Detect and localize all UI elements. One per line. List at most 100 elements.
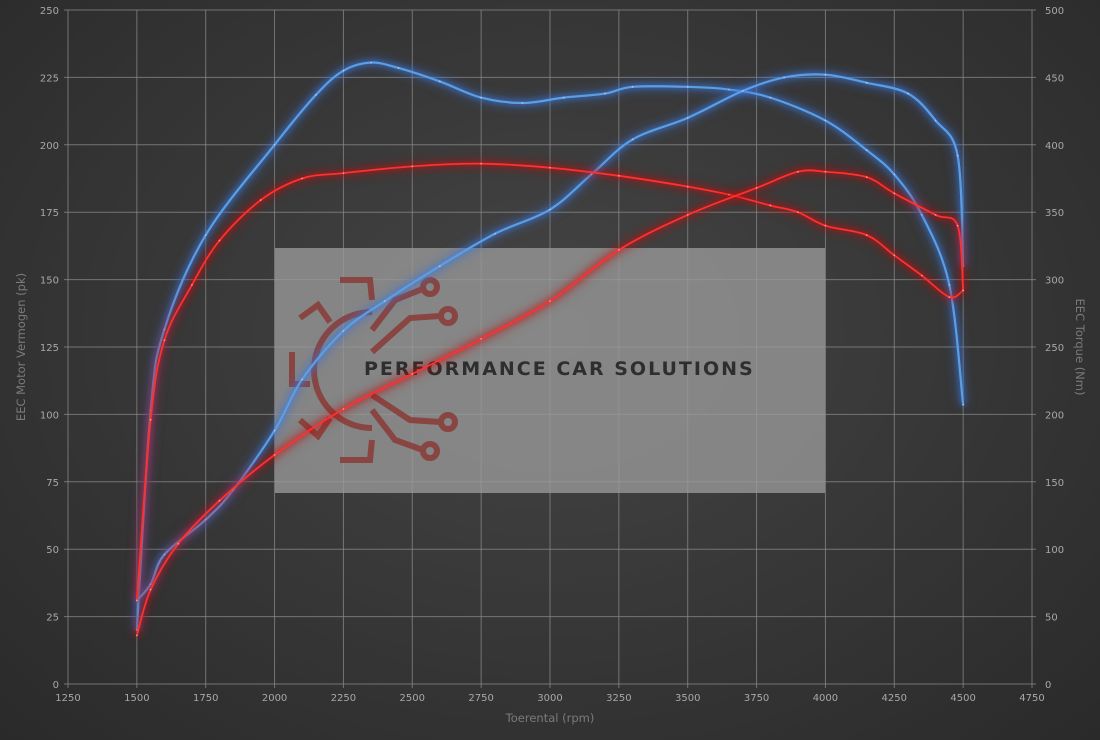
data-point — [163, 328, 166, 331]
data-point — [163, 339, 166, 342]
data-point — [617, 249, 620, 251]
data-point — [865, 234, 868, 237]
data-point — [934, 213, 937, 216]
data-point — [494, 232, 496, 235]
data-point — [604, 92, 606, 95]
x-tick-label: 1750 — [193, 693, 218, 704]
data-point — [549, 166, 551, 169]
y-left-tick-label: 250 — [40, 6, 59, 17]
data-point — [631, 85, 634, 88]
x-tick-label: 3000 — [537, 693, 562, 704]
data-point — [769, 204, 772, 207]
data-point — [686, 213, 689, 216]
data-point — [438, 80, 441, 83]
data-point — [149, 418, 152, 421]
data-point — [549, 300, 551, 303]
x-tick-label: 3750 — [744, 693, 769, 704]
data-point — [191, 284, 193, 286]
data-point — [521, 102, 524, 104]
x-tick-label: 4750 — [1019, 693, 1044, 704]
watermark: PERFORMANCE CAR SOLUTIONS — [275, 248, 825, 493]
data-point — [893, 173, 896, 176]
x-tick-label: 2000 — [262, 693, 287, 704]
data-point — [149, 588, 152, 591]
y-right-tick-label: 150 — [1045, 478, 1064, 489]
data-point — [411, 373, 414, 375]
y-left-tick-label: 75 — [46, 478, 59, 489]
x-tick-label: 2250 — [331, 693, 356, 704]
y-left-tick-label: 200 — [40, 141, 59, 152]
y-left-tick-label: 175 — [40, 208, 59, 219]
data-point — [728, 88, 730, 91]
data-point — [893, 254, 896, 257]
y-right-axis-label: EEC Torque (Nm) — [1073, 299, 1087, 396]
x-tick-label: 3250 — [606, 693, 631, 704]
data-point — [962, 404, 965, 406]
y-left-tick-label: 125 — [40, 343, 59, 354]
y-right-tick-label: 50 — [1045, 613, 1058, 624]
x-tick-label: 1500 — [124, 693, 149, 704]
data-point — [686, 185, 689, 188]
data-point — [273, 143, 276, 146]
y-right-tick-label: 200 — [1045, 410, 1064, 421]
y-left-tick-label: 100 — [40, 410, 59, 421]
data-point — [480, 96, 483, 99]
x-tick-label: 2500 — [400, 693, 425, 704]
data-point — [728, 193, 730, 196]
x-tick-label: 1250 — [55, 693, 80, 704]
data-point — [342, 408, 345, 410]
data-point — [163, 553, 166, 556]
data-point — [907, 92, 909, 95]
data-point — [314, 94, 317, 96]
y-right-tick-label: 400 — [1045, 141, 1064, 152]
data-point — [755, 187, 758, 189]
data-point — [342, 172, 345, 175]
data-point — [204, 518, 207, 521]
data-point — [438, 265, 441, 268]
y-left-tick-label: 225 — [40, 73, 59, 84]
data-point — [948, 296, 951, 299]
x-axis-label: Toerental (rpm) — [505, 711, 595, 725]
data-point — [865, 81, 868, 84]
data-point — [135, 599, 138, 602]
data-point — [893, 192, 896, 195]
data-point — [920, 213, 923, 216]
data-point — [149, 583, 152, 586]
data-point — [631, 138, 634, 141]
data-point — [824, 224, 827, 227]
y-right-tick-label: 250 — [1045, 343, 1064, 354]
x-tick-label: 4000 — [813, 693, 838, 704]
data-point — [342, 329, 345, 332]
data-point — [301, 177, 304, 180]
data-point — [259, 199, 262, 201]
y-left-tick-label: 0 — [53, 680, 59, 691]
y-right-tick-label: 0 — [1045, 680, 1051, 691]
y-left-tick-label: 150 — [40, 276, 59, 287]
grid — [64, 9, 1036, 688]
data-point — [741, 89, 744, 92]
tick-labels: 1250 1500 1750 2000 2250 2500 2750 3000 3250 3500… — [40, 6, 1064, 704]
y-left-tick-label: 50 — [46, 545, 59, 556]
data-point — [824, 119, 827, 122]
data-point — [411, 165, 414, 168]
data-point — [383, 300, 386, 303]
y-right-tick-label: 450 — [1045, 73, 1064, 84]
data-point — [273, 453, 276, 456]
data-point — [686, 85, 689, 88]
data-point — [370, 61, 372, 64]
data-point — [590, 173, 593, 176]
data-point — [865, 149, 868, 152]
data-point — [480, 338, 483, 340]
data-point — [562, 96, 565, 99]
y-left-axis-label: EEC Motor Vermogen (pk) — [14, 273, 28, 421]
data-point — [956, 224, 959, 227]
data-point — [549, 208, 551, 211]
data-point — [218, 239, 221, 242]
data-point — [686, 116, 689, 119]
data-point — [824, 170, 827, 173]
data-point — [177, 542, 180, 545]
watermark-box — [275, 248, 825, 493]
data-point — [301, 378, 304, 381]
y-right-tick-label: 100 — [1045, 545, 1064, 556]
